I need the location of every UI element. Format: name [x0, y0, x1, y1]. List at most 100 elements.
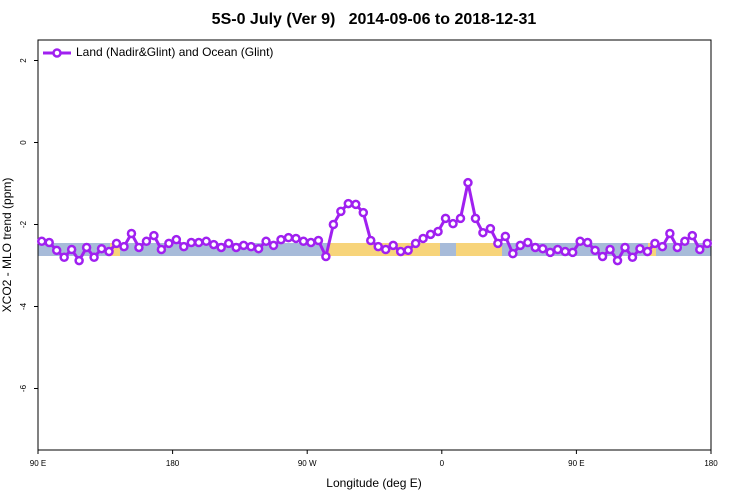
y-tick-label: 0 — [19, 140, 28, 145]
data-point — [403, 245, 413, 256]
data-point — [44, 237, 54, 248]
data-point — [223, 238, 234, 249]
data-point — [448, 218, 458, 229]
data-point — [388, 240, 398, 251]
data-point — [373, 241, 383, 252]
data-point — [425, 229, 436, 240]
data-point — [186, 237, 197, 248]
data-point — [358, 207, 369, 218]
data-point — [291, 233, 301, 244]
data-point — [298, 236, 309, 247]
legend: Land (Nadir&Glint) and Ocean (Glint) — [43, 45, 273, 59]
data-point — [111, 238, 122, 249]
data-point — [253, 243, 264, 254]
data-point — [81, 242, 92, 253]
data-point — [119, 241, 129, 252]
y-tick-label: 2 — [19, 58, 28, 63]
data-point — [440, 213, 451, 224]
data-point — [194, 237, 204, 248]
data-point — [276, 234, 286, 245]
data-point — [351, 199, 361, 210]
data-point — [141, 236, 152, 247]
data-point — [306, 237, 316, 248]
data-point — [395, 246, 406, 257]
data-point — [672, 242, 683, 253]
data-point — [66, 244, 77, 255]
data-point — [530, 242, 541, 253]
data-point — [201, 236, 211, 247]
data-point — [650, 238, 660, 249]
data-point — [680, 236, 690, 247]
data-point — [89, 252, 99, 263]
x-tick-label: 180 — [166, 459, 180, 468]
data-point — [552, 244, 563, 255]
data-point — [508, 248, 518, 259]
x-tick-label: 180 — [704, 459, 718, 468]
y-tick-label: -6 — [19, 384, 28, 392]
y-tick-label: -2 — [19, 220, 28, 228]
data-point — [179, 241, 189, 252]
data-point — [545, 247, 555, 258]
data-point — [470, 213, 481, 224]
y-tick-label: -4 — [19, 302, 28, 310]
data-point — [455, 213, 466, 224]
data-point — [231, 242, 241, 253]
data-point — [567, 247, 578, 258]
data-point — [515, 240, 526, 251]
data-point — [657, 241, 668, 252]
data-point — [463, 177, 473, 188]
data-point — [500, 231, 511, 242]
data-point — [208, 239, 219, 250]
data-point — [627, 252, 638, 263]
data-point — [171, 234, 182, 245]
data-point — [343, 198, 354, 209]
data-point — [283, 232, 294, 243]
data-point — [433, 226, 443, 237]
data-point — [582, 237, 593, 248]
data-point — [493, 238, 503, 249]
data-point — [605, 244, 615, 255]
data-point — [59, 252, 69, 263]
data-point — [328, 219, 339, 230]
data-point — [336, 206, 346, 217]
data-point — [597, 251, 608, 262]
legend-label: Land (Nadir&Glint) and Ocean (Glint) — [76, 45, 273, 59]
data-point — [575, 236, 585, 247]
data-point — [36, 236, 47, 247]
data-point — [51, 245, 62, 256]
data-point — [268, 240, 279, 251]
data-point — [156, 244, 167, 255]
data-point — [149, 230, 159, 241]
data-point — [261, 236, 271, 247]
data-point — [478, 227, 488, 238]
data-point — [642, 246, 653, 257]
legend-marker — [52, 48, 62, 58]
data-point — [538, 243, 548, 254]
data-point — [104, 246, 114, 257]
data-point — [410, 238, 421, 249]
data-point — [238, 240, 249, 251]
data-point — [687, 230, 698, 241]
data-point — [560, 246, 570, 257]
data-point — [134, 242, 144, 253]
data-point — [216, 242, 226, 253]
data-point — [164, 238, 174, 249]
y-axis-label: XCO2 - MLO trend (ppm) — [0, 178, 14, 313]
data-point — [485, 223, 496, 234]
data-point — [126, 228, 137, 239]
data-point — [702, 238, 713, 249]
x-tick-label: 0 — [440, 459, 445, 468]
data-point — [523, 237, 533, 248]
data-point — [612, 255, 623, 266]
x-tick-label: 90 E — [568, 459, 584, 468]
x-tick-label: 90 W — [298, 459, 317, 468]
data-point — [635, 243, 645, 254]
data-point — [96, 243, 107, 254]
data-point — [418, 233, 428, 244]
data-point — [695, 244, 705, 255]
data-point — [366, 235, 376, 246]
data-point — [665, 228, 675, 239]
data-point — [321, 251, 331, 262]
x-axis-label: Longitude (deg E) — [326, 476, 421, 490]
